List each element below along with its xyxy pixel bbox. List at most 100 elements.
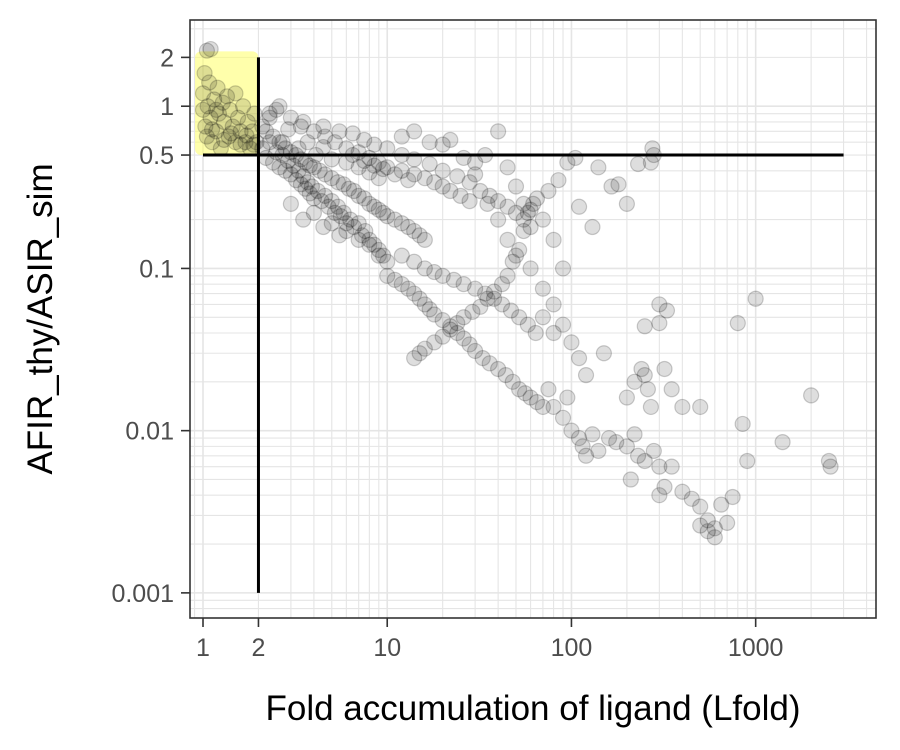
x-axis-title: Fold accumulation of ligand (Lfold) bbox=[265, 689, 800, 728]
data-point bbox=[323, 170, 340, 187]
data-point bbox=[411, 290, 428, 307]
data-point bbox=[366, 198, 383, 215]
data-point bbox=[674, 398, 691, 416]
y-tick-label: 2 bbox=[160, 44, 174, 72]
data-point bbox=[525, 195, 542, 212]
data-point bbox=[292, 176, 310, 193]
data-point bbox=[411, 345, 428, 362]
data-point bbox=[455, 330, 472, 347]
data-point bbox=[400, 172, 417, 189]
data-point bbox=[618, 195, 635, 212]
data-point bbox=[370, 170, 387, 187]
data-point bbox=[237, 134, 254, 151]
data-point bbox=[467, 342, 484, 360]
data-point bbox=[467, 280, 484, 297]
data-point bbox=[663, 381, 680, 398]
data-point bbox=[511, 381, 528, 398]
data-point bbox=[282, 195, 299, 212]
data-point bbox=[379, 267, 396, 284]
data-point bbox=[305, 204, 323, 221]
data-point bbox=[299, 174, 316, 191]
data-point bbox=[636, 318, 653, 335]
data-point bbox=[329, 174, 347, 191]
data-point bbox=[629, 447, 647, 464]
y-tick-label: 0.1 bbox=[139, 255, 174, 283]
data-point bbox=[331, 227, 348, 244]
data-point bbox=[577, 447, 595, 464]
data-point bbox=[626, 373, 643, 390]
data-point bbox=[215, 113, 233, 131]
data-point bbox=[356, 190, 373, 207]
data-point bbox=[274, 134, 291, 151]
data-point bbox=[699, 523, 716, 540]
data-point bbox=[651, 487, 668, 504]
data-point bbox=[277, 162, 294, 179]
data-point bbox=[472, 298, 489, 315]
data-point bbox=[210, 105, 228, 122]
data-point bbox=[545, 398, 562, 416]
data-point bbox=[320, 198, 337, 215]
data-point bbox=[584, 218, 601, 236]
data-point bbox=[474, 350, 491, 367]
data-point bbox=[574, 438, 591, 455]
data-point bbox=[421, 155, 438, 173]
data-point bbox=[375, 247, 392, 264]
data-point bbox=[356, 152, 373, 170]
data-point bbox=[442, 321, 459, 338]
data-point bbox=[455, 309, 472, 326]
data-point bbox=[651, 315, 668, 332]
highlight-regions bbox=[195, 51, 259, 156]
data-point bbox=[290, 162, 307, 179]
data-point bbox=[481, 187, 498, 204]
data-point bbox=[393, 247, 410, 264]
data-point bbox=[361, 236, 378, 253]
data-point bbox=[497, 367, 514, 384]
data-point bbox=[485, 283, 503, 300]
data-point bbox=[400, 218, 417, 236]
data-point bbox=[540, 182, 557, 200]
data-point bbox=[335, 204, 352, 221]
data-point bbox=[511, 241, 528, 259]
data-point bbox=[719, 514, 736, 531]
y-tick-label: 0.01 bbox=[125, 418, 174, 446]
highlight-region bbox=[195, 51, 259, 156]
data-point bbox=[545, 231, 562, 248]
data-point bbox=[534, 398, 552, 416]
data-point bbox=[209, 79, 226, 96]
data-point bbox=[316, 187, 334, 204]
data-point bbox=[313, 193, 330, 210]
data-point bbox=[651, 458, 668, 475]
data-point bbox=[350, 215, 367, 232]
data-point bbox=[299, 134, 316, 151]
data-point bbox=[550, 172, 567, 189]
data-point bbox=[595, 345, 612, 362]
data-point bbox=[706, 529, 723, 546]
data-point bbox=[527, 324, 544, 342]
x-tick-label: 1000 bbox=[728, 634, 784, 662]
data-point bbox=[194, 85, 212, 102]
data-point bbox=[215, 131, 233, 148]
data-point bbox=[202, 40, 219, 58]
data-point bbox=[481, 355, 498, 372]
data-point bbox=[370, 201, 387, 218]
data-point bbox=[636, 367, 653, 384]
data-point bbox=[261, 109, 278, 126]
data-point bbox=[485, 290, 503, 307]
data-point bbox=[232, 123, 249, 140]
y-tick-label: 0.5 bbox=[139, 142, 174, 170]
data-point bbox=[515, 195, 532, 212]
reference-lines bbox=[203, 57, 844, 593]
data-point bbox=[499, 231, 516, 248]
data-point bbox=[493, 296, 511, 313]
data-point bbox=[442, 182, 459, 200]
data-point bbox=[699, 512, 716, 529]
y-tick-label: 0.001 bbox=[111, 580, 174, 608]
x-tick-label: 1 bbox=[196, 634, 210, 662]
x-axis-ticks: 1 2 10 100 1000 bbox=[196, 618, 783, 662]
data-point bbox=[366, 236, 383, 253]
data-point bbox=[323, 215, 340, 232]
data-point bbox=[692, 398, 709, 416]
data-point bbox=[323, 193, 340, 210]
data-point bbox=[570, 198, 588, 215]
